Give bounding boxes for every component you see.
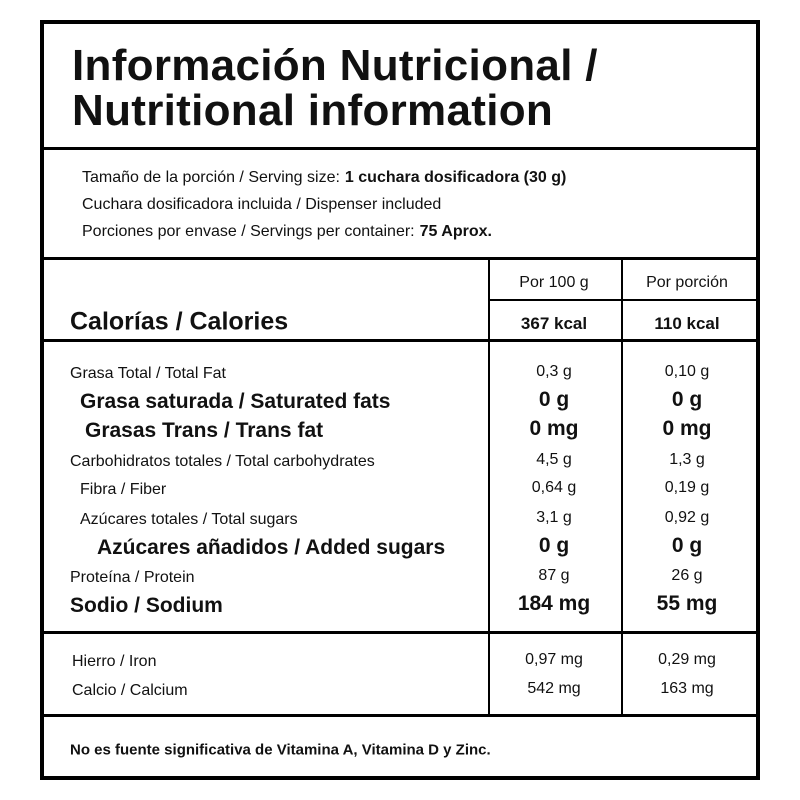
nutrient-label: Sodio / Sodium [70, 594, 223, 617]
nutrient-value: 55 mg [656, 592, 718, 615]
serving-label: Cuchara dosificadora incluida / Dispense… [82, 196, 442, 213]
title: Nutritional information [72, 86, 554, 135]
nutrient-value: 26 g [671, 567, 703, 584]
nutrient-value: 4,5 g [536, 451, 572, 468]
nutrient-label: Grasas Trans / Trans fat [85, 419, 324, 442]
serving-line: Cuchara dosificadora incluida / Dispense… [82, 196, 441, 214]
nutrient-label: Carbohidratos totales / Total carbohydra… [70, 453, 375, 470]
divider [40, 147, 760, 150]
nutrient-label: Grasa Total / Total Fat [70, 365, 226, 382]
mineral-value: 0,29 mg [658, 651, 716, 668]
serving-line: Tamaño de la porción / Serving size: 1 cu… [82, 169, 566, 187]
column-line [488, 258, 490, 715]
mineral-value: 163 mg [660, 680, 714, 697]
calories-label: Calorías / Calories [70, 307, 289, 336]
serving-value: 75 Aprox. [419, 223, 492, 240]
nutrient-value: 0 g [538, 388, 570, 411]
mineral-label: Hierro / Iron [72, 653, 157, 670]
nutrient-value: 0,10 g [664, 363, 710, 380]
nutrient-label: Proteína / Protein [70, 569, 195, 586]
nutrient-value: 1,3 g [669, 451, 705, 468]
nutrient-value: 0,19 g [664, 479, 710, 496]
divider [40, 257, 760, 260]
divider [40, 339, 760, 342]
calories-value: 110 kcal [654, 314, 720, 333]
serving-label: Porciones por envase / Servings per cont… [82, 223, 415, 240]
column-header: Por porción [646, 274, 728, 291]
footer-note: No es fuente significativa de Vitamina A… [70, 741, 491, 759]
divider [40, 631, 760, 634]
nutrient-label: Azúcares añadidos / Added sugars [97, 536, 446, 559]
nutrient-value: 0,92 g [664, 509, 710, 526]
title: Información Nutricional / [72, 41, 598, 90]
mineral-value: 0,97 mg [525, 651, 583, 668]
nutrient-value: 0 g [538, 534, 570, 557]
nutrient-value: 0 g [671, 534, 703, 557]
nutrient-value: 0 g [671, 388, 703, 411]
column-line [621, 258, 623, 715]
divider [40, 714, 760, 717]
nutrient-label: Fibra / Fiber [80, 481, 167, 498]
mineral-value: 542 mg [527, 680, 581, 697]
nutrient-value: 3,1 g [536, 509, 572, 526]
nutrient-value: 87 g [538, 567, 570, 584]
nutrient-value: 0,3 g [536, 363, 572, 380]
nutrient-value: 0 mg [529, 417, 579, 440]
nutrient-value: 0 mg [662, 417, 712, 440]
nutrient-label: Grasa saturada / Saturated fats [80, 390, 391, 413]
calories-value: 367 kcal [520, 314, 588, 333]
column-header: Por 100 g [519, 274, 589, 291]
serving-label: Tamaño de la porción / Serving size: [82, 169, 340, 186]
label-border [40, 20, 760, 780]
serving-line: Porciones por envase / Servings per cont… [82, 223, 492, 241]
nutrient-label: Azúcares totales / Total sugars [80, 511, 298, 528]
mineral-label: Calcio / Calcium [72, 682, 188, 699]
serving-value: 1 cuchara dosificadora (30 g) [344, 169, 567, 186]
nutrient-value: 0,64 g [531, 479, 577, 496]
nutrient-value: 184 mg [517, 592, 591, 615]
